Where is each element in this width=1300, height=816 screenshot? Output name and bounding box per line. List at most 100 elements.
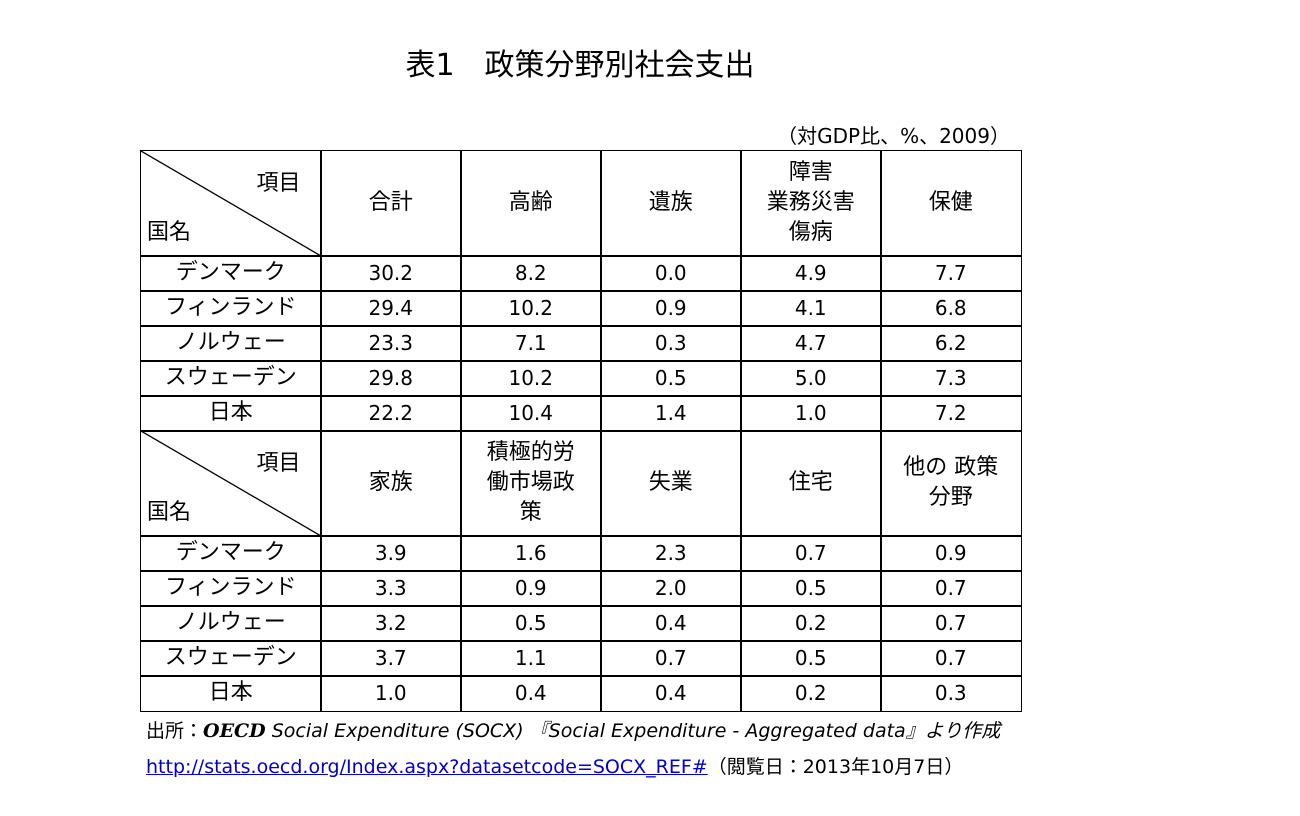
- column-header: 積極的労 働市場政策: [460, 430, 602, 537]
- column-header: 他の 政策 分野: [880, 430, 1022, 537]
- value-cell: 0.4: [600, 675, 742, 712]
- value-cell: 0.3: [600, 325, 742, 362]
- country-cell: 日本: [140, 675, 322, 712]
- corner-cell: 項目国名: [140, 150, 322, 257]
- value-cell: 1.0: [320, 675, 462, 712]
- value-cell: 4.7: [740, 325, 882, 362]
- value-cell: 3.3: [320, 570, 462, 607]
- value-cell: 0.3: [880, 675, 1022, 712]
- value-cell: 7.2: [880, 395, 1022, 432]
- header-line: 遺族: [648, 190, 693, 216]
- corner-cell: 項目国名: [140, 430, 322, 537]
- value-cell: 2.0: [600, 570, 742, 607]
- value-cell: 23.3: [320, 325, 462, 362]
- header-line: 策: [519, 500, 542, 526]
- value-cell: 0.2: [740, 675, 882, 712]
- column-header: 保健: [880, 150, 1022, 257]
- value-cell: 10.2: [460, 360, 602, 397]
- value-cell: 7.3: [880, 360, 1022, 397]
- value-cell: 0.9: [600, 290, 742, 327]
- column-header: 住宅: [740, 430, 882, 537]
- column-header: 合計: [320, 150, 462, 257]
- value-cell: 6.8: [880, 290, 1022, 327]
- diagonal: [141, 151, 321, 256]
- source-text: Social Expenditure (SOCX) 『Social Expend…: [271, 720, 1001, 742]
- country-cell: フィンランド: [140, 290, 322, 327]
- header-line: 失業: [648, 470, 693, 496]
- value-cell: 0.7: [740, 535, 882, 572]
- value-cell: 7.1: [460, 325, 602, 362]
- value-cell: 22.2: [320, 395, 462, 432]
- value-cell: 29.8: [320, 360, 462, 397]
- value-cell: 0.0: [600, 255, 742, 292]
- column-header: 失業: [600, 430, 742, 537]
- source-label: 出所：: [146, 720, 204, 742]
- column-header: 家族: [320, 430, 462, 537]
- header-line: 障害: [788, 160, 833, 186]
- diagonal-line: [141, 151, 321, 256]
- value-cell: 0.5: [740, 570, 882, 607]
- header-line: 他の 政策: [903, 455, 999, 481]
- value-cell: 10.2: [460, 290, 602, 327]
- value-cell: 0.7: [600, 640, 742, 677]
- value-cell: 6.2: [880, 325, 1022, 362]
- value-cell: 10.4: [460, 395, 602, 432]
- header-line: 働市場政: [486, 470, 575, 496]
- value-cell: 4.9: [740, 255, 882, 292]
- value-cell: 0.4: [600, 605, 742, 642]
- country-cell: ノルウェー: [140, 605, 322, 642]
- value-cell: 0.5: [460, 605, 602, 642]
- header-line: 傷病: [788, 220, 833, 246]
- value-cell: 8.2: [460, 255, 602, 292]
- value-cell: 1.0: [740, 395, 882, 432]
- column-header: 高齢: [460, 150, 602, 257]
- diagonal: [141, 431, 321, 536]
- country-cell: デンマーク: [140, 535, 322, 572]
- corner-bottom: 国名: [147, 219, 192, 245]
- value-cell: 0.2: [740, 605, 882, 642]
- value-cell: 5.0: [740, 360, 882, 397]
- value-cell: 0.9: [880, 535, 1022, 572]
- corner-top: 項目: [256, 451, 301, 476]
- source-line: 出所：OECD Social Expenditure (SOCX) 『Socia…: [146, 716, 1000, 743]
- header-line: 住宅: [788, 470, 833, 496]
- corner-bottom: 国名: [147, 499, 192, 525]
- value-cell: 0.5: [740, 640, 882, 677]
- country-cell: スウェーデン: [140, 360, 322, 397]
- source-url[interactable]: http://stats.oecd.org/Index.aspx?dataset…: [146, 756, 708, 778]
- value-cell: 0.7: [880, 640, 1022, 677]
- accessed-date: （閲覧日：2013年10月7日）: [707, 756, 964, 778]
- source-link-line: http://stats.oecd.org/Index.aspx?dataset…: [146, 752, 963, 779]
- value-cell: 0.7: [880, 605, 1022, 642]
- value-cell: 4.1: [740, 290, 882, 327]
- corner-top: 項目: [256, 171, 301, 196]
- value-cell: 1.4: [600, 395, 742, 432]
- value-cell: 7.7: [880, 255, 1022, 292]
- value-cell: 1.1: [460, 640, 602, 677]
- country-cell: ノルウェー: [140, 325, 322, 362]
- value-cell: 29.4: [320, 290, 462, 327]
- header-line: 高齢: [508, 190, 553, 216]
- value-cell: 2.3: [600, 535, 742, 572]
- column-header: 障害 業務災害 傷病: [740, 150, 882, 257]
- header-line: 家族: [368, 470, 413, 496]
- value-cell: 1.6: [460, 535, 602, 572]
- value-cell: 0.7: [880, 570, 1022, 607]
- value-cell: 3.9: [320, 535, 462, 572]
- source-org: OECD: [203, 720, 266, 742]
- value-cell: 30.2: [320, 255, 462, 292]
- country-cell: フィンランド: [140, 570, 322, 607]
- diagonal-line: [141, 431, 321, 536]
- header-line: 保健: [928, 190, 973, 216]
- unit-note: （対GDP比、%、2009）: [777, 124, 1010, 148]
- value-cell: 0.9: [460, 570, 602, 607]
- header-line: 分野: [928, 485, 973, 511]
- column-header: 遺族: [600, 150, 742, 257]
- country-cell: デンマーク: [140, 255, 322, 292]
- value-cell: 3.7: [320, 640, 462, 677]
- header-line: 業務災害: [766, 190, 855, 216]
- header-line: 合計: [368, 190, 413, 216]
- header-line: 積極的労: [486, 440, 575, 466]
- value-cell: 0.4: [460, 675, 602, 712]
